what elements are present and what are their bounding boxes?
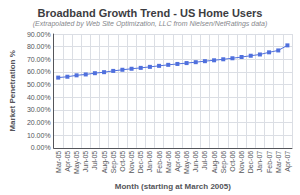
svg-text:Feb-06: Feb-06: [156, 151, 163, 173]
svg-text:(Extrapolated by Web Site Opti: (Extrapolated by Web Site Optimization, …: [33, 20, 267, 28]
svg-text:Aug-06: Aug-06: [211, 151, 219, 174]
svg-text:Dec-06: Dec-06: [247, 151, 254, 174]
svg-text:Oct-05: Oct-05: [119, 151, 126, 172]
svg-text:May-05: May-05: [73, 151, 81, 174]
svg-text:60.00%: 60.00%: [27, 68, 51, 75]
svg-text:May-06: May-06: [183, 151, 191, 174]
svg-text:10.00%: 10.00%: [27, 132, 51, 139]
svg-text:Jan-06: Jan-06: [146, 151, 153, 173]
svg-text:Market Penetration %: Market Penetration %: [8, 50, 17, 131]
svg-text:Broadband Growth Trend - US Ho: Broadband Growth Trend - US Home Users: [38, 7, 263, 19]
svg-text:80.00%: 80.00%: [27, 43, 51, 50]
svg-text:Mar-06: Mar-06: [165, 151, 172, 173]
svg-text:Jan-07: Jan-07: [256, 151, 263, 173]
svg-text:Mar-05: Mar-05: [55, 151, 62, 173]
svg-text:Apr-07: Apr-07: [284, 151, 292, 172]
svg-text:40.00%: 40.00%: [27, 94, 51, 101]
svg-text:20.00%: 20.00%: [27, 119, 51, 126]
svg-text:Feb-07: Feb-07: [266, 151, 273, 173]
svg-text:Jul-06: Jul-06: [201, 151, 208, 170]
svg-text:Apr-06: Apr-06: [174, 151, 182, 172]
svg-text:Jun-05: Jun-05: [82, 151, 89, 173]
svg-text:Nov-05: Nov-05: [128, 151, 135, 174]
svg-text:Aug-05: Aug-05: [101, 151, 109, 174]
svg-text:Jun-06: Jun-06: [192, 151, 199, 173]
svg-text:30.00%: 30.00%: [27, 106, 51, 113]
svg-text:70.00%: 70.00%: [27, 56, 51, 63]
svg-text:0.00%: 0.00%: [31, 144, 51, 151]
svg-text:Sep-05: Sep-05: [110, 151, 118, 174]
svg-text:Oct-06: Oct-06: [229, 151, 236, 172]
svg-text:Apr-05: Apr-05: [64, 151, 72, 172]
svg-text:Month (starting at March 2005): Month (starting at March 2005): [115, 182, 231, 191]
svg-text:Jul-05: Jul-05: [91, 151, 98, 170]
svg-text:Dec-05: Dec-05: [137, 151, 144, 174]
svg-text:90.00%: 90.00%: [27, 31, 51, 38]
svg-text:Sep-06: Sep-06: [220, 151, 228, 174]
svg-text:50.00%: 50.00%: [27, 81, 51, 88]
svg-text:Mar-07: Mar-07: [275, 151, 282, 173]
svg-text:Nov-06: Nov-06: [238, 151, 245, 174]
